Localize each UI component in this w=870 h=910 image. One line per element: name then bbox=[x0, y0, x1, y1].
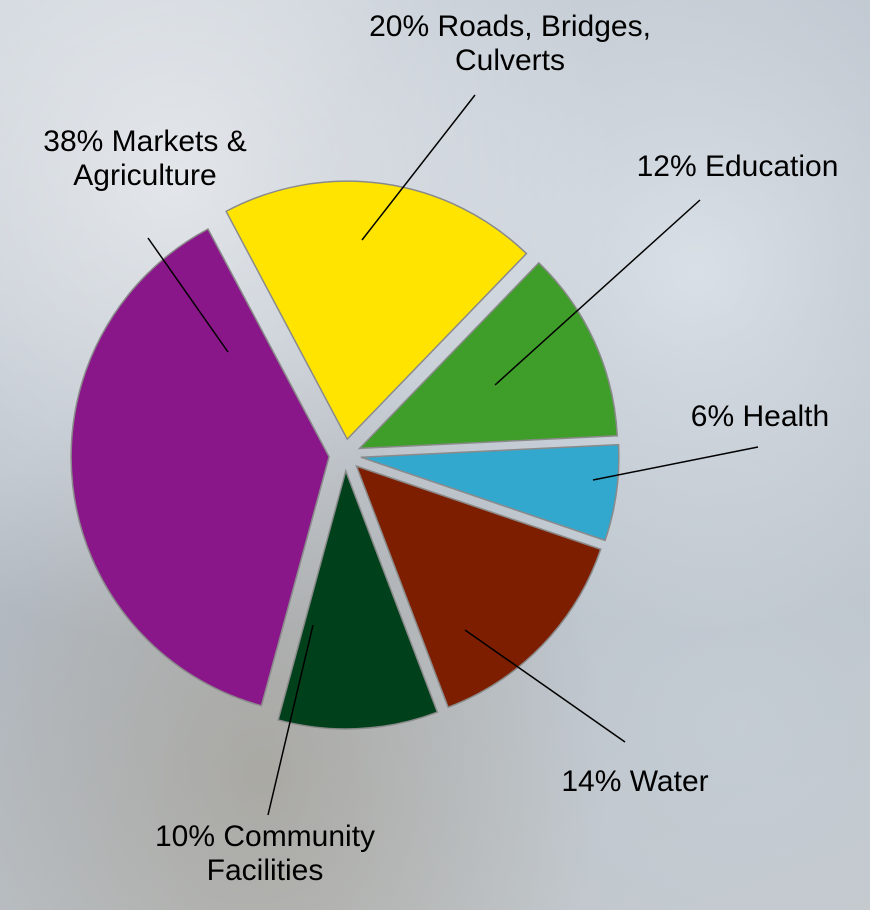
value-label: 10% bbox=[154, 820, 215, 853]
slice-label: 20% Roads, Bridges, Culverts bbox=[330, 10, 690, 78]
leader-lines bbox=[147, 94, 759, 816]
value-label: 38% bbox=[43, 125, 104, 158]
value-label: 6% bbox=[690, 400, 735, 433]
pie-slice bbox=[360, 443, 620, 542]
pie-slice bbox=[357, 261, 619, 450]
slice-label: 12% Education bbox=[610, 150, 865, 184]
leader-line bbox=[361, 94, 476, 241]
value-label: 12% bbox=[636, 150, 697, 183]
value-label: 20% bbox=[369, 10, 430, 43]
category-label: Water bbox=[629, 765, 709, 798]
leader-line bbox=[147, 237, 229, 353]
leader-line bbox=[267, 624, 314, 816]
pie-slice bbox=[225, 180, 528, 441]
slice-label: 6% Health bbox=[660, 400, 860, 434]
pie-slice bbox=[70, 227, 330, 707]
category-label: Education bbox=[704, 150, 839, 183]
leader-line bbox=[494, 199, 701, 386]
slice-label: 10% Community Facilities bbox=[115, 820, 415, 888]
slice-label: 38% Markets & Agriculture bbox=[5, 125, 285, 193]
slice-label: 14% Water bbox=[560, 765, 710, 799]
pie-slice bbox=[355, 464, 602, 709]
leader-line bbox=[592, 446, 759, 481]
pie-slice bbox=[277, 468, 439, 730]
category-label: Community Facilities bbox=[206, 820, 376, 887]
category-label: Health bbox=[742, 400, 830, 433]
category-label: Roads, Bridges, Culverts bbox=[437, 10, 651, 77]
value-label: 14% bbox=[561, 765, 622, 798]
leader-line bbox=[464, 629, 626, 743]
category-label: Markets & Agriculture bbox=[73, 125, 247, 192]
